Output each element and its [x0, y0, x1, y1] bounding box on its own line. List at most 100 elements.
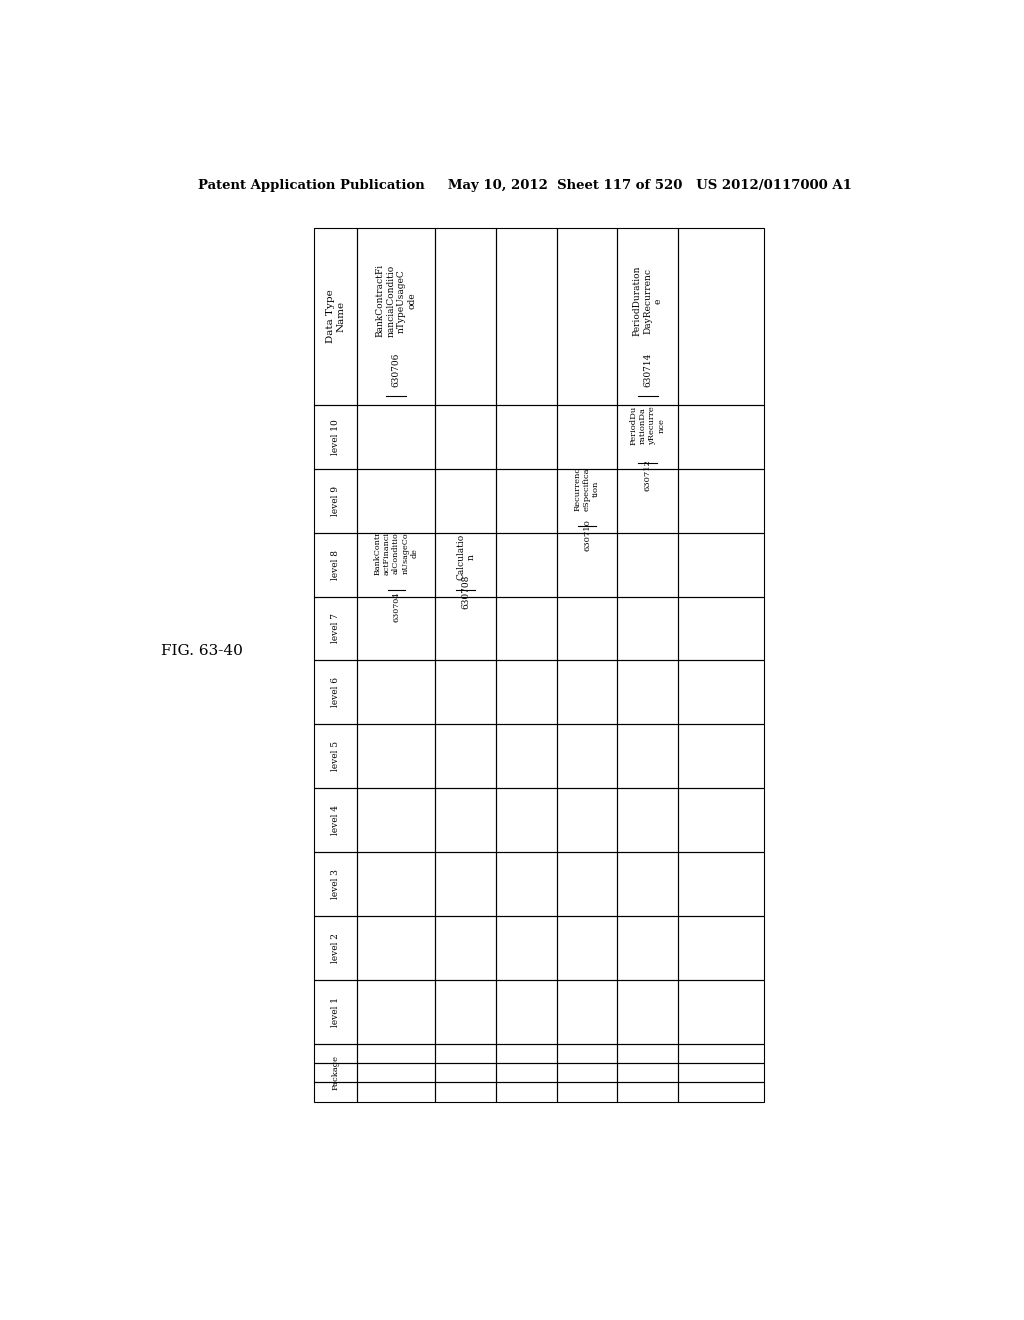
Text: level 5: level 5	[331, 742, 340, 771]
Bar	[617, 597, 678, 660]
Bar	[678, 853, 764, 916]
Bar	[435, 853, 496, 916]
Bar	[678, 979, 764, 1044]
Bar	[678, 788, 764, 853]
Bar	[435, 228, 496, 405]
Bar	[678, 1063, 764, 1082]
Bar	[356, 597, 435, 660]
Bar	[678, 532, 764, 597]
Bar	[496, 660, 557, 725]
Text: 630708: 630708	[461, 574, 470, 609]
Bar	[356, 788, 435, 853]
Bar	[557, 597, 617, 660]
Bar	[617, 660, 678, 725]
Text: level 8: level 8	[331, 549, 340, 579]
Bar	[678, 725, 764, 788]
Bar	[496, 228, 557, 405]
Text: level 3: level 3	[331, 869, 340, 899]
Bar	[678, 228, 764, 405]
Bar	[678, 597, 764, 660]
Text: 630706: 630706	[391, 352, 400, 387]
Text: level 7: level 7	[331, 614, 340, 643]
Bar	[678, 1044, 764, 1063]
Bar	[496, 469, 557, 533]
Text: level 1: level 1	[331, 997, 340, 1027]
Bar	[617, 1044, 678, 1063]
Bar	[314, 1044, 356, 1063]
Bar	[435, 725, 496, 788]
Bar	[617, 916, 678, 979]
Text: BankContractFi
nancialConditio
nTypeUsageC
ode: BankContractFi nancialConditio nTypeUsag…	[376, 264, 416, 338]
Bar	[496, 979, 557, 1044]
Bar	[314, 788, 356, 853]
Bar	[314, 597, 356, 660]
Bar	[557, 1063, 617, 1082]
Bar	[617, 979, 678, 1044]
Bar	[435, 405, 496, 469]
Bar	[435, 660, 496, 725]
Text: 630710: 630710	[583, 519, 591, 552]
Bar	[314, 532, 356, 597]
Bar	[435, 1082, 496, 1102]
Bar	[435, 1044, 496, 1063]
Bar	[617, 405, 678, 469]
Text: Patent Application Publication     May 10, 2012  Sheet 117 of 520   US 2012/0117: Patent Application Publication May 10, 2…	[198, 178, 852, 191]
Bar	[435, 1063, 496, 1082]
Bar	[314, 228, 356, 405]
Text: 630714: 630714	[643, 352, 652, 387]
Bar	[617, 853, 678, 916]
Bar	[496, 1082, 557, 1102]
Bar	[496, 532, 557, 597]
Bar	[557, 725, 617, 788]
Bar	[356, 660, 435, 725]
Bar	[617, 532, 678, 597]
Bar	[314, 469, 356, 533]
Bar	[496, 405, 557, 469]
Bar	[557, 228, 617, 405]
Bar	[314, 853, 356, 916]
Text: 630704: 630704	[392, 591, 400, 622]
Bar	[557, 979, 617, 1044]
Bar	[557, 405, 617, 469]
Bar	[435, 532, 496, 597]
Bar	[496, 1063, 557, 1082]
Bar	[557, 660, 617, 725]
Bar	[617, 469, 678, 533]
Bar	[678, 405, 764, 469]
Bar	[356, 979, 435, 1044]
Bar	[617, 1082, 678, 1102]
Bar	[557, 853, 617, 916]
Bar	[314, 916, 356, 979]
Bar	[435, 916, 496, 979]
Bar	[496, 1044, 557, 1063]
Text: FIG. 63-40: FIG. 63-40	[161, 644, 243, 659]
Text: BankContr
actFinanci
alConditio
nUsageCo
de: BankContr actFinanci alConditio nUsageCo…	[374, 531, 419, 576]
Bar	[356, 405, 435, 469]
Text: level 4: level 4	[331, 805, 340, 836]
Text: Calculatio
n: Calculatio n	[456, 533, 475, 579]
Text: Data Type
Name: Data Type Name	[326, 289, 345, 343]
Bar	[356, 228, 435, 405]
Bar	[617, 228, 678, 405]
Text: level 2: level 2	[331, 933, 340, 964]
Bar	[356, 1044, 435, 1063]
Bar	[356, 1063, 435, 1082]
Text: level 10: level 10	[331, 418, 340, 454]
Bar	[617, 788, 678, 853]
Bar	[314, 979, 356, 1044]
Bar	[435, 788, 496, 853]
Text: level 6: level 6	[331, 677, 340, 708]
Bar	[678, 916, 764, 979]
Bar	[557, 788, 617, 853]
Bar	[356, 1082, 435, 1102]
Bar	[496, 853, 557, 916]
Text: PeriodDu
rationDa
yRecurre
nce: PeriodDu rationDa yRecurre nce	[630, 405, 666, 445]
Text: Package: Package	[332, 1055, 339, 1090]
Bar	[314, 725, 356, 788]
Bar	[678, 660, 764, 725]
Bar	[356, 532, 435, 597]
Bar	[496, 788, 557, 853]
Bar	[557, 469, 617, 533]
Bar	[678, 1082, 764, 1102]
Text: PeriodDuration
DayRecurrenc
e: PeriodDuration DayRecurrenc e	[633, 265, 663, 337]
